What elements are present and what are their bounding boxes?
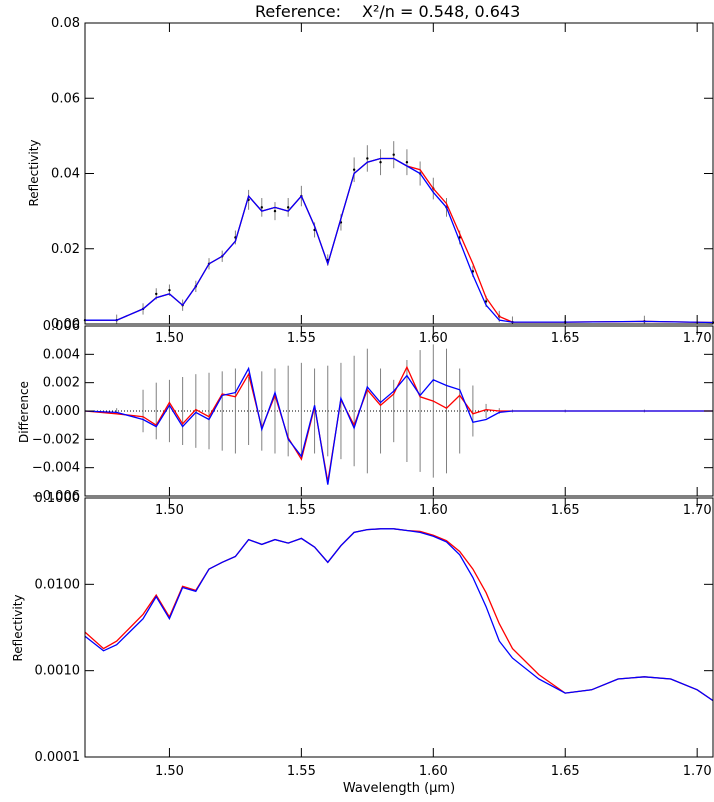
- panel-top-plot: [83, 141, 714, 324]
- x-tick-label: 1.65: [551, 503, 580, 518]
- x-tick-label: 1.65: [551, 764, 580, 779]
- panel-bottom-frame: [84, 497, 714, 758]
- data-point: [260, 206, 263, 209]
- panel-middle-axes: 1.50 1.55 1.60 1.65 1.70 −0.006 −0.004 −0.002 0.…: [32, 319, 713, 518]
- x-tick-label: 1.55: [287, 764, 316, 779]
- panel-top-axes: 1.50 1.55 1.60 1.65 1.70 0.00 0.02 0.04 0.06 0.08: [51, 16, 713, 346]
- x-tick-label: 1.70: [683, 764, 712, 779]
- y-tick-label: 0.04: [51, 167, 80, 182]
- panel-middle: 1.50 1.55 1.60 1.65 1.70 −0.006 −0.004 −0.002 0.…: [17, 319, 714, 518]
- panel-bottom-ylabel: Reflectivity: [11, 594, 25, 661]
- panel-middle-plot: [84, 344, 714, 485]
- data-point: [155, 292, 158, 296]
- series-line-2: [84, 528, 714, 702]
- series-line-2: [85, 157, 714, 324]
- y-tick-label: 0.06: [51, 91, 80, 106]
- panel-bottom-plot: [84, 528, 714, 702]
- x-tick-label: 1.50: [155, 331, 184, 346]
- series-line-2: [84, 366, 713, 485]
- x-tick-label: 1.55: [287, 503, 316, 518]
- x-tick-label: 1.55: [287, 331, 316, 346]
- panel-middle-ylabel: Difference: [17, 381, 31, 443]
- data-point: [366, 157, 369, 160]
- y-tick-label: 0.08: [51, 16, 80, 31]
- title-left: Reference:: [255, 2, 341, 21]
- panel-top: 1.50 1.55 1.60 1.65 1.70 0.00 0.02 0.04 0.06 0.08…: [27, 16, 714, 346]
- x-tick-label: 1.65: [551, 331, 580, 346]
- x-tick-label: 1.50: [155, 764, 184, 779]
- x-tick-label: 1.60: [419, 764, 448, 779]
- x-tick-label: 1.50: [155, 503, 184, 518]
- y-tick-label: −0.002: [32, 432, 80, 447]
- y-tick-label: 0.0010: [35, 664, 81, 679]
- y-tick-label: 0.004: [43, 347, 80, 362]
- x-tick-label: 1.70: [683, 331, 712, 346]
- series-line-1: [85, 157, 714, 324]
- y-tick-label: 0.00: [51, 317, 80, 332]
- y-tick-label: 0.0001: [35, 750, 81, 765]
- data-point: [484, 300, 488, 303]
- data-point: [379, 161, 382, 164]
- data-point: [286, 206, 290, 209]
- series-line-1: [84, 528, 714, 702]
- x-tick-label: 1.60: [419, 331, 448, 346]
- y-tick-label: 0.1000: [35, 491, 81, 506]
- data-point: [168, 288, 171, 292]
- data-point: [392, 153, 395, 156]
- panel-bottom-axes: 1.50 1.55 1.60 1.65 1.70 0.0001 0.0010 0.0100 0.…: [35, 491, 713, 779]
- data-point: [352, 168, 356, 171]
- data-point: [405, 161, 409, 164]
- x-tick-label: 1.70: [683, 503, 712, 518]
- panel-top-ylabel: Reflectivity: [27, 139, 41, 206]
- panel-top-frame: [84, 22, 714, 325]
- y-tick-label: 0.02: [51, 242, 80, 257]
- y-tick-label: −0.004: [32, 461, 80, 476]
- x-tick-label: 1.60: [419, 503, 448, 518]
- data-point: [273, 209, 277, 213]
- y-tick-label: 0.000: [43, 404, 80, 419]
- title-right: X²/n = 0.548, 0.643: [362, 2, 520, 21]
- y-tick-label: 0.002: [43, 376, 80, 391]
- panel-bottom-xlabel: Wavelength (μm): [343, 781, 455, 796]
- y-tick-label: 0.006: [43, 319, 80, 334]
- y-tick-label: 0.0100: [35, 577, 81, 592]
- y-tick-label: −0.006: [32, 489, 80, 504]
- panel-bottom: 1.50 1.55 1.60 1.65 1.70 0.0001 0.0010 0.0100 0.…: [11, 491, 714, 796]
